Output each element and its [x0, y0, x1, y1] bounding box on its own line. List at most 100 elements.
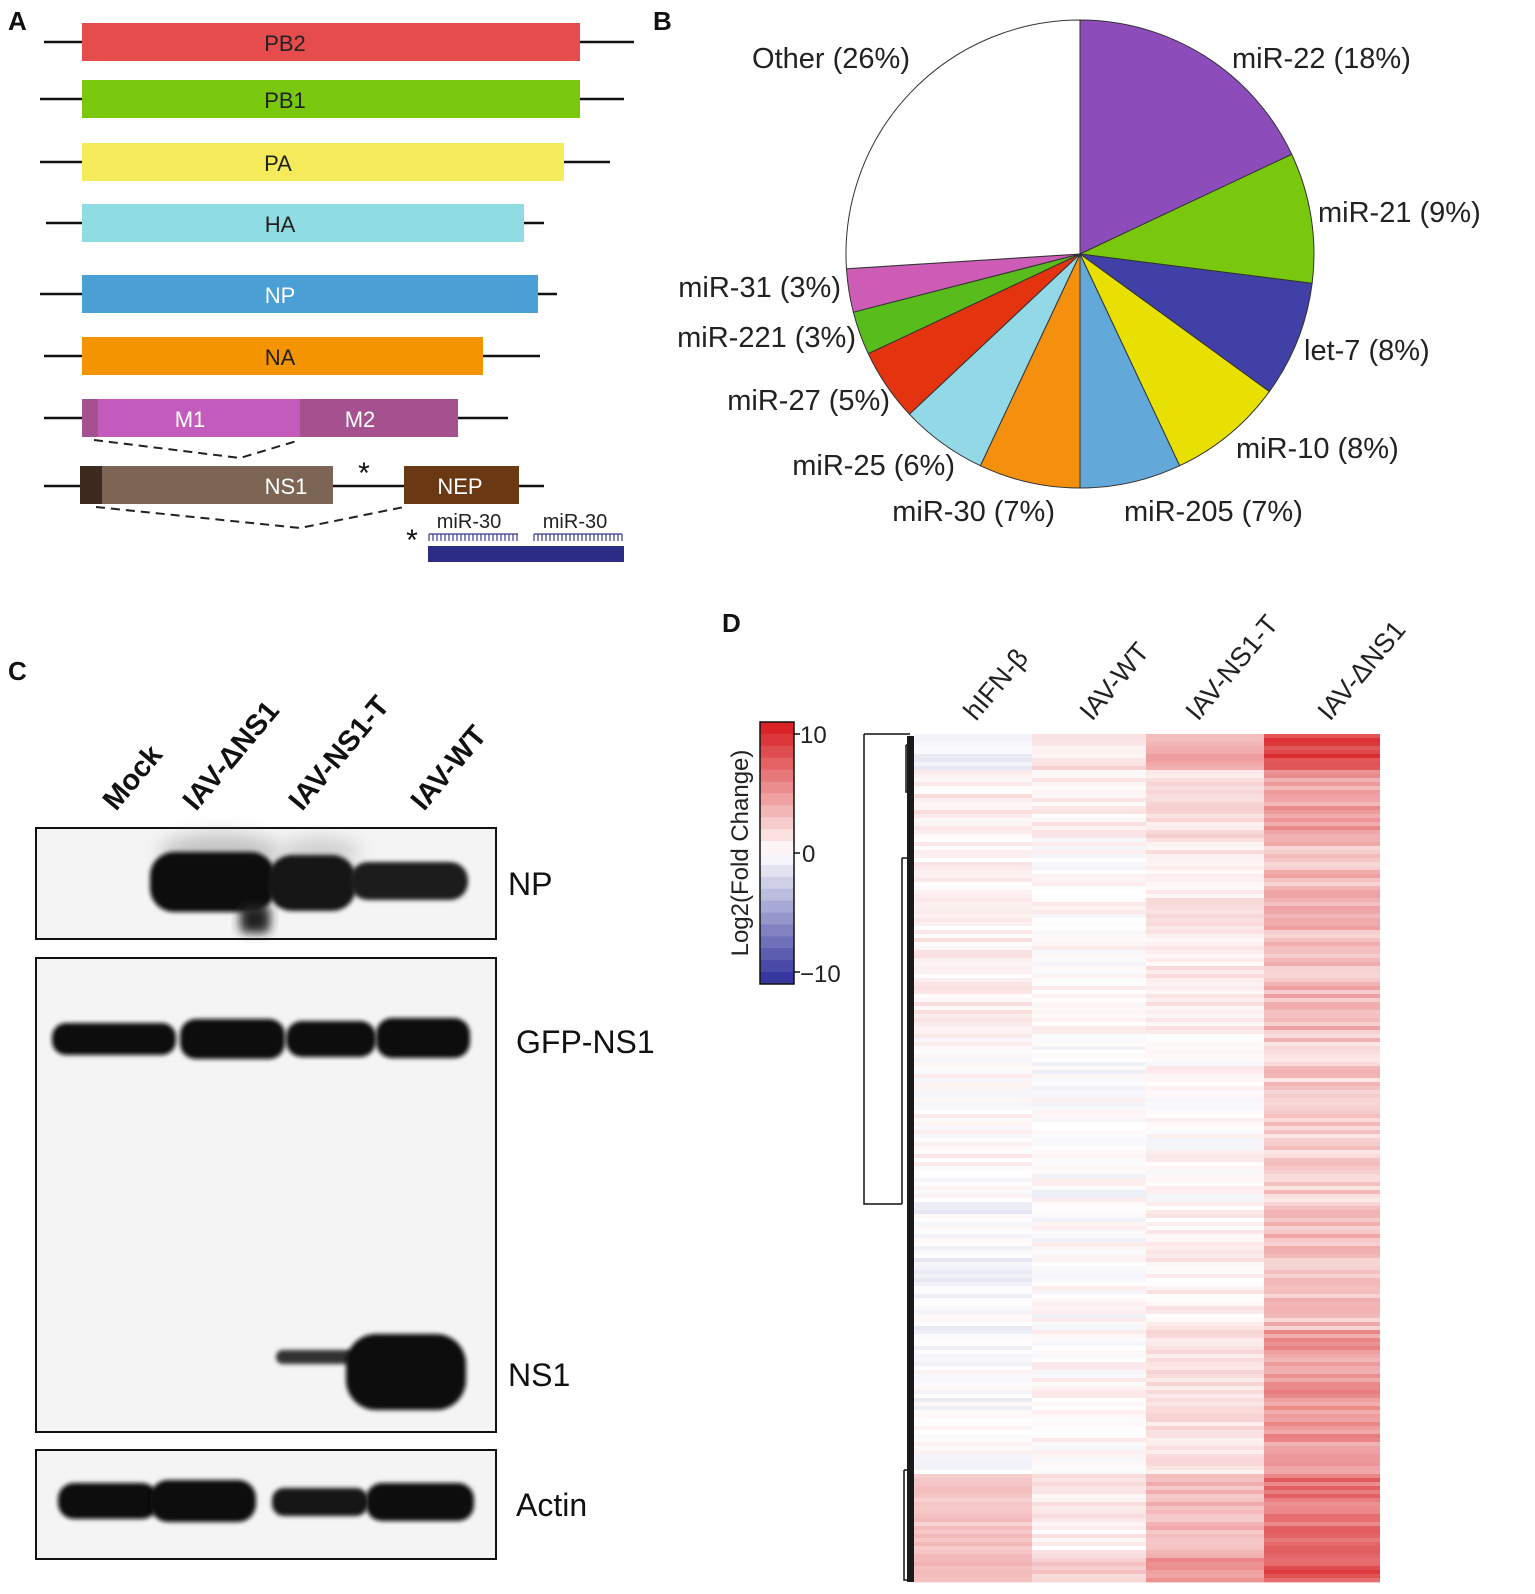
heatmap-cell	[914, 1002, 1032, 1007]
heatmap-cell	[1146, 1090, 1264, 1095]
heatmap-cell	[1032, 1430, 1146, 1435]
heatmap-cell	[914, 1114, 1032, 1119]
heatmap-cell	[1264, 1266, 1380, 1271]
heatmap-cell	[914, 1550, 1032, 1555]
heatmap-cell	[1032, 858, 1146, 863]
heatmap-cell	[914, 1362, 1032, 1367]
heatmap-cell	[1264, 1486, 1380, 1491]
heatmap-cell	[914, 1142, 1032, 1147]
heatmap-cell	[914, 814, 1032, 819]
heatmap-cell	[1264, 1030, 1380, 1035]
heatmap-cell	[1264, 1118, 1380, 1123]
heatmap-cell	[1264, 954, 1380, 959]
heatmap-cell	[1146, 1214, 1264, 1219]
heatmap-cell	[1146, 1274, 1264, 1279]
heatmap-cell	[1032, 1038, 1146, 1043]
heatmap-cell	[1032, 1542, 1146, 1547]
heatmap-dendrogram-leaves	[907, 736, 914, 1582]
heatmap-cell	[1264, 1150, 1380, 1155]
heatmap-cell	[1032, 1298, 1146, 1303]
pie-label-mir-22: miR-22 (18%)	[1232, 43, 1411, 75]
heatmap-cell	[1146, 1198, 1264, 1203]
heatmap-cell	[914, 1066, 1032, 1071]
heatmap-cell	[1032, 1378, 1146, 1383]
heatmap-cell	[1264, 1442, 1380, 1447]
colorbar-step	[760, 912, 794, 925]
heatmap-cell	[1264, 1550, 1380, 1555]
pie-label-mir-10: miR-10 (8%)	[1236, 433, 1399, 465]
heatmap-cell	[1264, 1110, 1380, 1115]
heatmap-cell	[1032, 1426, 1146, 1431]
heatmap-cell	[1264, 906, 1380, 911]
heatmap-cell	[1146, 1294, 1264, 1299]
heatmap-cell	[1264, 1490, 1380, 1495]
heatmap-cell	[1264, 1214, 1380, 1219]
heatmap-cell	[1146, 1162, 1264, 1167]
heatmap-cell	[1146, 1442, 1264, 1447]
heatmap-cell	[1146, 1086, 1264, 1091]
heatmap-cell	[914, 1498, 1032, 1503]
heatmap-cell	[1264, 1278, 1380, 1283]
heatmap-cell	[1146, 1382, 1264, 1387]
heatmap-cell	[1264, 1190, 1380, 1195]
heatmap-cell	[1146, 1418, 1264, 1423]
lane-label-iav-dns1: IAV-ΔNS1	[177, 695, 286, 816]
heatmap-cell	[1264, 1250, 1380, 1255]
heatmap-cell	[914, 1010, 1032, 1015]
heatmap-cell	[914, 962, 1032, 967]
heatmap-cell	[1032, 1370, 1146, 1375]
heatmap-cell	[1146, 774, 1264, 779]
heatmap-cell	[914, 1162, 1032, 1167]
heatmap-cell	[1146, 870, 1264, 875]
heatmap-cell	[914, 770, 1032, 775]
heatmap-cell	[914, 1494, 1032, 1499]
heatmap-cell	[1264, 842, 1380, 847]
panel-label-b: B	[653, 6, 672, 36]
heatmap-cell	[1264, 1238, 1380, 1243]
heatmap-cell	[1146, 958, 1264, 963]
heatmap-cell	[1032, 1302, 1146, 1307]
heatmap-cell	[1032, 1310, 1146, 1315]
heatmap-cell	[1032, 1566, 1146, 1571]
heatmap-cell	[1264, 1014, 1380, 1019]
heatmap-cell	[1032, 886, 1146, 891]
heatmap-cell	[914, 1514, 1032, 1519]
heatmap-cell	[1264, 1042, 1380, 1047]
heatmap-cell	[914, 894, 1032, 899]
heatmap-cell	[1264, 1330, 1380, 1335]
heatmap-cell	[1146, 942, 1264, 947]
heatmap-cell	[1146, 1550, 1264, 1555]
lane-label-iav-wt: IAV-WT	[405, 720, 494, 817]
heatmap-cell	[1146, 1566, 1264, 1571]
heatmap-cell	[1146, 1342, 1264, 1347]
heatmap-cell	[1264, 1022, 1380, 1027]
heatmap-cell	[1032, 1158, 1146, 1163]
heatmap-cell	[1032, 1546, 1146, 1551]
heatmap-cell	[1032, 1242, 1146, 1247]
heatmap-cell	[1032, 1334, 1146, 1339]
heatmap-cell	[914, 1138, 1032, 1143]
heatmap-cell	[1146, 1378, 1264, 1383]
colorbar-step	[760, 853, 794, 866]
heatmap-cell	[1264, 1102, 1380, 1107]
heatmap-cell	[1146, 1034, 1264, 1039]
heatmap-cell	[914, 1194, 1032, 1199]
heatmap-cell	[914, 1274, 1032, 1279]
heatmap-cell	[914, 1130, 1032, 1135]
colorbar-step	[760, 888, 794, 902]
heatmap-cell	[1146, 1254, 1264, 1259]
heatmap-cell	[1264, 1398, 1380, 1403]
heatmap-cell	[1146, 1306, 1264, 1311]
heatmap-cell	[914, 1526, 1032, 1531]
heatmap-cell	[1264, 990, 1380, 995]
heatmap-cell	[914, 1182, 1032, 1187]
heatmap-cell	[1032, 1122, 1146, 1127]
heatmap-cell	[914, 1286, 1032, 1291]
heatmap-cell	[914, 1046, 1032, 1051]
pie-slice-mir-30	[979, 253, 1081, 489]
heatmap-cell	[914, 1458, 1032, 1463]
heatmap-cell	[1032, 934, 1146, 939]
heatmap-cell	[1264, 1402, 1380, 1407]
heatmap-cell	[914, 838, 1032, 843]
